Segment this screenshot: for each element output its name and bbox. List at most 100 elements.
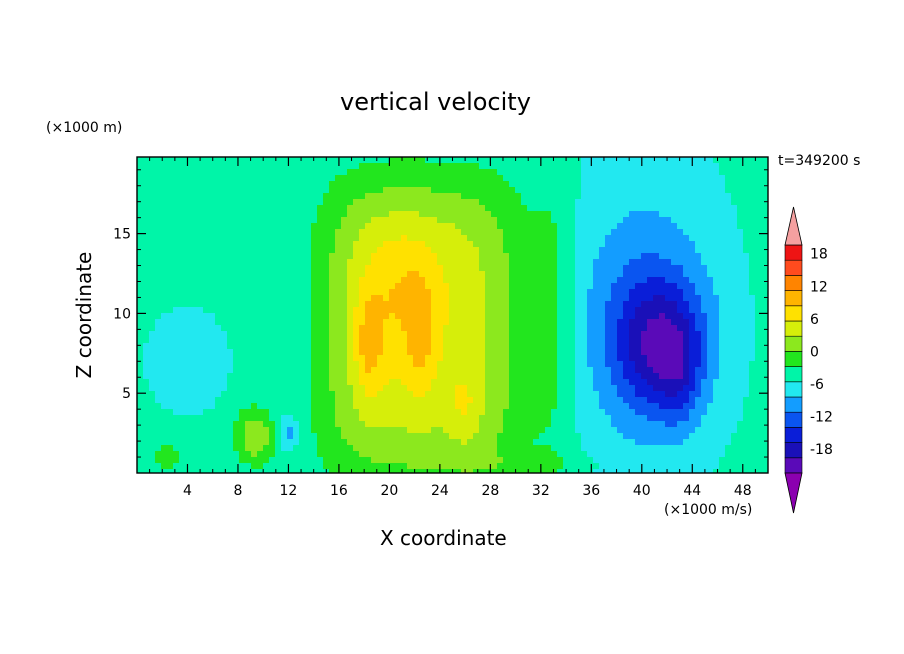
heatmap-cell [347, 283, 354, 290]
heatmap-cell [305, 349, 312, 356]
heatmap-cell [401, 193, 408, 200]
heatmap-cell [245, 187, 252, 194]
heatmap-cell [227, 187, 234, 194]
heatmap-cell [155, 385, 162, 392]
heatmap-cell [311, 367, 318, 374]
heatmap-cell [491, 217, 498, 224]
heatmap-cell [149, 325, 156, 332]
heatmap-cell [443, 283, 450, 290]
heatmap-cell [185, 301, 192, 308]
heatmap-cell [449, 349, 456, 356]
heatmap-cell [341, 355, 348, 362]
heatmap-cell [665, 277, 672, 284]
heatmap-cell [215, 397, 222, 404]
heatmap-cell [671, 199, 678, 206]
heatmap-cell [719, 337, 726, 344]
heatmap-cell [545, 211, 552, 218]
heatmap-cell [311, 253, 318, 260]
heatmap-cell [521, 397, 528, 404]
heatmap-cell [257, 181, 264, 188]
heatmap-cell [605, 247, 612, 254]
heatmap-cell [239, 229, 246, 236]
heatmap-cell [653, 193, 660, 200]
heatmap-cell [227, 253, 234, 260]
heatmap-cell [263, 175, 270, 182]
heatmap-cell [209, 313, 216, 320]
heatmap-cell [185, 169, 192, 176]
heatmap-cell [263, 379, 270, 386]
heatmap-cell [233, 229, 240, 236]
heatmap-cell [323, 187, 330, 194]
heatmap-cell [599, 319, 606, 326]
heatmap-cell [695, 253, 702, 260]
heatmap-cell [713, 343, 720, 350]
heatmap-cell [545, 373, 552, 380]
heatmap-cell [143, 433, 150, 440]
heatmap-cell [623, 307, 630, 314]
heatmap-cell [557, 283, 564, 290]
heatmap-cell [335, 247, 342, 254]
heatmap-cell [281, 427, 288, 434]
heatmap-cell [329, 433, 336, 440]
heatmap-cell [485, 277, 492, 284]
heatmap-cell [257, 235, 264, 242]
heatmap-cell [491, 211, 498, 218]
heatmap-cell [329, 253, 336, 260]
heatmap-cell [683, 379, 690, 386]
heatmap-cell [575, 361, 582, 368]
heatmap-cell [353, 367, 360, 374]
heatmap-cell [347, 397, 354, 404]
heatmap-cell [377, 187, 384, 194]
heatmap-cell [275, 433, 282, 440]
heatmap-cell [191, 367, 198, 374]
heatmap-cell [263, 397, 270, 404]
heatmap-cell [401, 259, 408, 266]
heatmap-cell [629, 175, 636, 182]
heatmap-cell [245, 241, 252, 248]
heatmap-cell [251, 199, 258, 206]
heatmap-cell [191, 325, 198, 332]
heatmap-cell [359, 217, 366, 224]
heatmap-cell [143, 427, 150, 434]
heatmap-cell [599, 175, 606, 182]
heatmap-cell [545, 307, 552, 314]
heatmap-cell [491, 265, 498, 272]
heatmap-cell [317, 169, 324, 176]
heatmap-cell [383, 373, 390, 380]
heatmap-cell [389, 187, 396, 194]
heatmap-cell [551, 415, 558, 422]
heatmap-cell [359, 361, 366, 368]
heatmap-cell [317, 217, 324, 224]
heatmap-cell [509, 349, 516, 356]
heatmap-cell [335, 403, 342, 410]
heatmap-cell [293, 271, 300, 278]
heatmap-cell [749, 259, 756, 266]
heatmap-cell [737, 367, 744, 374]
heatmap-cell [701, 319, 708, 326]
heatmap-cell [359, 181, 366, 188]
heatmap-cell [455, 193, 462, 200]
heatmap-cell [677, 205, 684, 212]
heatmap-cell [617, 271, 624, 278]
heatmap-cell [311, 211, 318, 218]
heatmap-cell [725, 361, 732, 368]
heatmap-cell [689, 421, 696, 428]
heatmap-cell [587, 367, 594, 374]
heatmap-cell [701, 415, 708, 422]
heatmap-cell [485, 223, 492, 230]
heatmap-cell [179, 157, 186, 164]
heatmap-cell [521, 259, 528, 266]
heatmap-cell [515, 169, 522, 176]
heatmap-cell [383, 223, 390, 230]
heatmap-cell [323, 163, 330, 170]
heatmap-cell [593, 325, 600, 332]
heatmap-cell [533, 379, 540, 386]
heatmap-cell [389, 229, 396, 236]
heatmap-cell [539, 325, 546, 332]
heatmap-cell [221, 307, 228, 314]
heatmap-cell [539, 175, 546, 182]
heatmap-cell [179, 265, 186, 272]
heatmap-cell [239, 331, 246, 338]
heatmap-cell [563, 385, 570, 392]
heatmap-cell [353, 433, 360, 440]
